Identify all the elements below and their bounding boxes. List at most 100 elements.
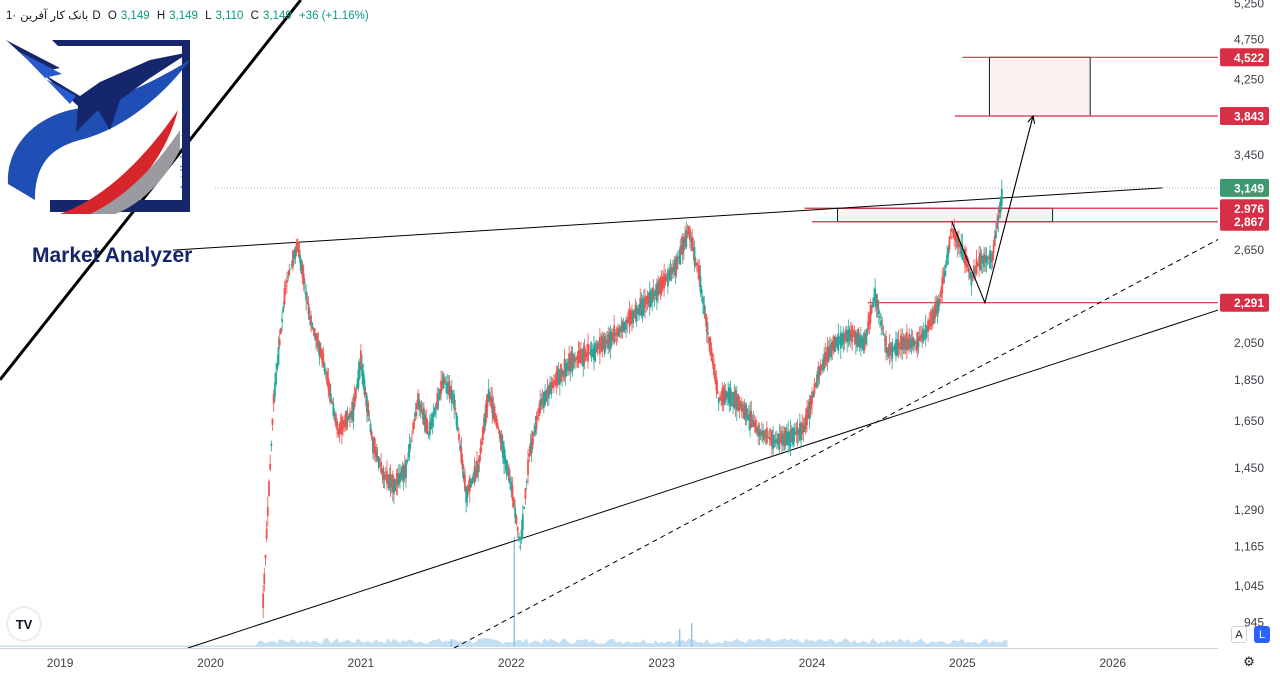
candle-body	[431, 414, 434, 427]
candle-body	[779, 436, 782, 442]
candle-body	[432, 413, 435, 417]
candle-body	[546, 387, 549, 397]
candle-body	[655, 283, 658, 302]
candle-body	[839, 332, 842, 349]
candle-body	[606, 340, 608, 342]
auto-scale-button[interactable]: A	[1231, 626, 1247, 643]
candle-body	[353, 395, 356, 407]
candle-body	[408, 443, 411, 453]
time-tick-label: 2026	[1099, 656, 1126, 670]
candle-body	[521, 514, 524, 531]
candle-body	[332, 403, 335, 416]
price-tick-label: 1,450	[1234, 461, 1264, 475]
candle-body	[832, 336, 835, 351]
candle-body	[869, 305, 872, 323]
candle-body	[912, 340, 915, 347]
tradingview-logo-icon[interactable]: TV	[8, 608, 40, 640]
gear-icon[interactable]: ⚙	[1243, 654, 1255, 669]
candle-body	[311, 322, 314, 329]
candle-body	[516, 526, 519, 532]
candle-body	[750, 410, 753, 428]
candle-body	[971, 275, 974, 277]
candle-body	[402, 465, 405, 481]
candle-body	[368, 418, 371, 420]
price-tick-label: 2,650	[1234, 243, 1264, 257]
candle-body	[874, 288, 877, 301]
candle-body	[383, 475, 386, 479]
interval-label[interactable]: 1D	[6, 10, 101, 22]
candle-body	[847, 330, 850, 342]
candle-body	[483, 418, 485, 433]
candle-body	[619, 326, 621, 333]
candle-body	[488, 395, 491, 402]
candle-body	[908, 334, 911, 349]
candle-body	[768, 437, 771, 440]
candle-body	[471, 478, 474, 484]
candle-body	[352, 403, 355, 422]
candle-body	[468, 477, 471, 492]
time-axis-bg	[0, 648, 1280, 680]
projection-layer	[951, 114, 1036, 305]
log-scale-button[interactable]: L	[1254, 626, 1270, 643]
projection-path	[951, 115, 1034, 305]
candle-body	[268, 481, 270, 496]
candle-body	[877, 309, 880, 314]
symbol-header[interactable]: بانک کار آفرین·1D O 3,149 H 3,149 L 3,110 C…	[6, 8, 373, 22]
candle-body	[533, 433, 536, 436]
candle-body	[767, 437, 770, 439]
candle-body	[380, 462, 383, 473]
candle-body	[901, 337, 904, 351]
candle-body	[842, 333, 845, 344]
candle-body	[838, 339, 841, 341]
candle-body	[947, 247, 950, 258]
candle-body	[417, 393, 419, 405]
candle-body	[937, 299, 940, 312]
candle-body	[628, 309, 631, 327]
candle-body	[996, 222, 999, 229]
candle-body	[657, 280, 659, 297]
candle-body	[364, 391, 367, 396]
symbol-name[interactable]: بانک کار آفرین	[20, 10, 89, 22]
candle-body	[826, 346, 829, 362]
close-label: C	[250, 10, 259, 22]
candle-body	[472, 476, 475, 480]
candle-body	[735, 396, 738, 411]
candle-body	[1000, 188, 1003, 206]
candle-body	[763, 430, 766, 439]
candle-body	[413, 419, 416, 421]
candle-body	[614, 334, 617, 336]
trendline	[172, 187, 1163, 251]
candle-body	[934, 303, 937, 319]
candle-body	[266, 506, 269, 516]
candle-body	[470, 480, 472, 488]
candle-body	[593, 346, 595, 360]
volume-bar	[450, 639, 452, 647]
candle-body	[292, 250, 294, 268]
candle-body	[803, 424, 806, 432]
candle-body	[305, 291, 308, 301]
candle-body	[567, 361, 569, 371]
candle-body	[424, 414, 426, 432]
candle-body	[539, 399, 542, 413]
candle-body	[956, 237, 959, 247]
candle-body	[896, 339, 899, 356]
target-zone	[837, 207, 1054, 223]
candle-body	[867, 321, 870, 330]
candle-body	[596, 342, 599, 354]
candle-body	[881, 327, 884, 330]
candle-body	[910, 338, 913, 349]
candle-body	[344, 414, 347, 428]
candle-body	[262, 593, 265, 608]
candle-body	[441, 380, 444, 388]
candle-body	[570, 351, 573, 368]
candle-body	[323, 363, 326, 372]
candle-body	[450, 390, 453, 404]
candle-body	[550, 382, 553, 395]
candle-body	[556, 368, 559, 386]
candle-body	[955, 234, 958, 243]
candle-body	[942, 276, 945, 283]
candle-body	[602, 340, 605, 350]
candle-body	[271, 418, 274, 425]
